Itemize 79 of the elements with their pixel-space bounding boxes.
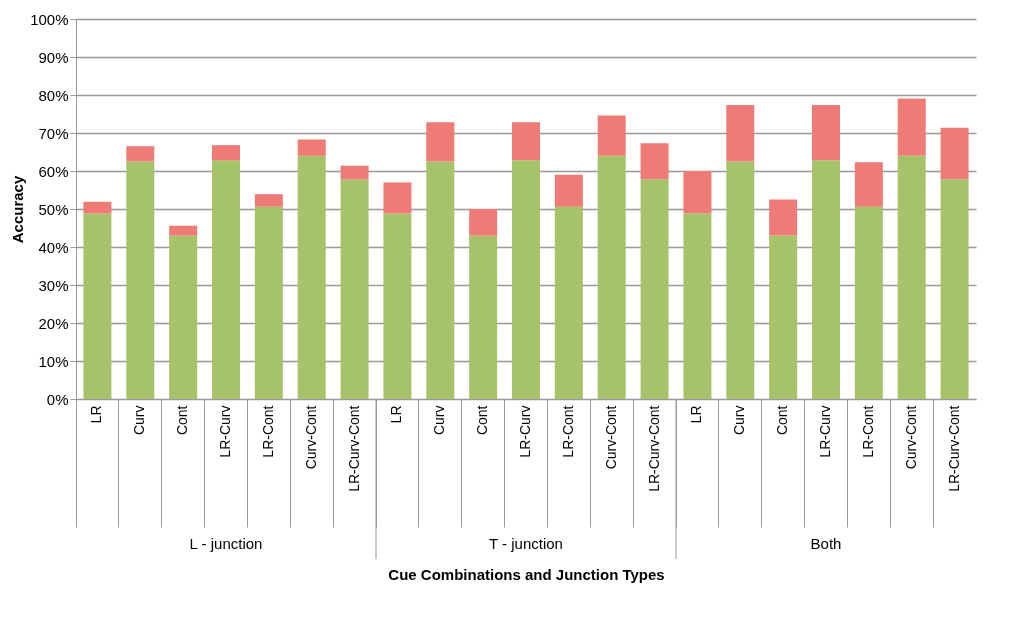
bar xyxy=(940,127,969,180)
bar xyxy=(726,161,755,399)
x-tick-label: Curv-Cont xyxy=(902,405,919,470)
x-tick-label: LR-Curv xyxy=(517,405,533,458)
x-tick-label: LR-Cont xyxy=(859,405,876,458)
bar xyxy=(254,194,283,207)
bar xyxy=(126,146,155,162)
bar xyxy=(426,122,455,162)
bar xyxy=(469,235,498,399)
x-tick-label: Cont xyxy=(774,405,791,436)
bar xyxy=(597,115,626,156)
y-tick-label: 90% xyxy=(38,48,69,66)
y-tick-label: 0% xyxy=(46,390,69,408)
x-tick-label: Cont xyxy=(174,405,191,436)
bar xyxy=(126,161,155,399)
bar xyxy=(426,161,455,399)
bar xyxy=(212,145,240,161)
bar xyxy=(383,182,412,214)
bar xyxy=(512,160,540,399)
x-axis-title: Cue Combinations and Junction Types xyxy=(388,566,665,583)
bar xyxy=(940,179,969,399)
x-tick-label: LR-Cont xyxy=(259,405,276,458)
y-tick-label: 60% xyxy=(38,162,69,180)
y-tick-label: 40% xyxy=(38,238,69,256)
x-tick-label: Curv xyxy=(431,405,448,436)
bar xyxy=(340,179,369,399)
x-tick-label: Cont xyxy=(474,405,491,436)
y-tick-label: 10% xyxy=(38,352,69,370)
y-tick-label: 50% xyxy=(38,200,69,218)
text: Both xyxy=(810,535,842,552)
bar xyxy=(812,160,840,399)
bar xyxy=(769,235,798,399)
bar xyxy=(554,174,583,207)
x-tick-label: Curv xyxy=(731,405,748,436)
x-tick-label: LR-Curv xyxy=(217,405,233,458)
x-tick-label: LR-Curv-Cont xyxy=(945,405,962,492)
bar xyxy=(212,160,240,399)
x-tick-label: Curv-Cont xyxy=(302,405,319,470)
bar xyxy=(897,155,926,399)
y-tick-label: 70% xyxy=(38,124,69,142)
bar xyxy=(512,122,540,161)
bar xyxy=(854,206,883,399)
bar xyxy=(169,225,198,236)
bar xyxy=(383,213,412,399)
bar xyxy=(254,206,283,399)
bar xyxy=(897,98,926,156)
bar xyxy=(683,171,712,214)
x-tick-label: Curv xyxy=(131,405,148,436)
bar xyxy=(83,201,112,214)
bar xyxy=(640,143,669,180)
text: T - junction xyxy=(489,535,563,552)
y-tick-label: 20% xyxy=(38,314,69,332)
bar xyxy=(169,235,198,399)
bar xyxy=(554,206,583,399)
text: L - junction xyxy=(189,535,263,552)
y-tick-label: 100% xyxy=(30,10,69,28)
bar xyxy=(683,213,712,399)
x-tick-label: LR xyxy=(88,405,105,424)
bar xyxy=(340,165,369,180)
bar xyxy=(726,104,755,162)
bar xyxy=(640,179,669,399)
bar xyxy=(812,104,840,161)
bar xyxy=(83,213,112,399)
bar xyxy=(854,162,883,207)
x-tick-label: LR-Curv xyxy=(817,405,833,458)
bar xyxy=(469,209,498,236)
x-tick-label: LR-Curv-Cont xyxy=(345,405,362,492)
y-axis-title: Accuracy xyxy=(9,175,27,244)
y-tick-label: 30% xyxy=(38,276,69,294)
y-tick-label: 80% xyxy=(38,86,69,104)
x-tick-label: LR xyxy=(688,405,705,424)
bar xyxy=(297,155,326,399)
x-tick-label: LR-Cont xyxy=(559,405,576,458)
x-tick-label: LR-Curv-Cont xyxy=(645,405,662,492)
x-tick-label: LR xyxy=(388,405,405,424)
bar xyxy=(297,139,326,156)
bar xyxy=(597,155,626,399)
bar xyxy=(769,199,798,236)
x-tick-label: Curv-Cont xyxy=(602,405,619,470)
